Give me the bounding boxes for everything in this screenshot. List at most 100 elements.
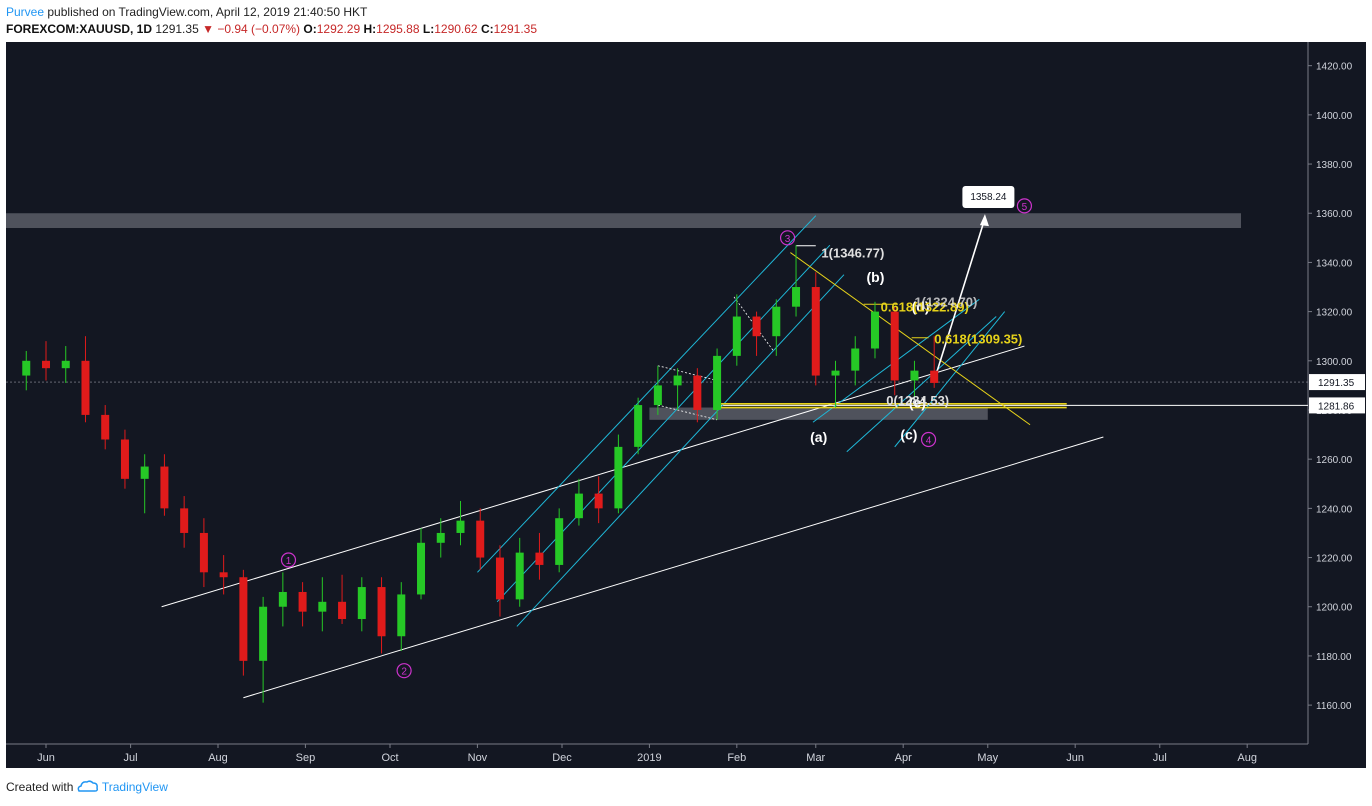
x-tick-label: Apr xyxy=(895,752,912,764)
y-tick-label: 1380.00 xyxy=(1316,160,1353,171)
footer: Created with TradingView xyxy=(6,780,168,795)
x-tick-label: Aug xyxy=(1237,752,1257,764)
fib-label-0618-b: 0.618(1322.89) xyxy=(881,300,969,315)
candle-body xyxy=(298,591,307,612)
time-axis[interactable] xyxy=(6,744,1366,768)
publish-info: published on TradingView.com, April 12, … xyxy=(47,5,368,19)
y-tick-label: 1200.00 xyxy=(1316,603,1353,614)
arrow-head-icon xyxy=(979,214,989,227)
support-zone xyxy=(649,407,988,420)
fib-label-1-d: 1(1324.70) xyxy=(914,295,977,310)
candle-body xyxy=(417,542,426,595)
close-value: 1291.35 xyxy=(493,22,538,36)
created-with-label: Created with xyxy=(6,780,74,794)
y-tick-label: 1220.00 xyxy=(1316,554,1353,565)
price-change: −0.94 (−0.07%) xyxy=(217,22,301,36)
cyan-channel-1 xyxy=(477,215,817,573)
candle-body xyxy=(732,316,741,356)
candle-body xyxy=(910,370,919,381)
candle-body xyxy=(22,360,31,376)
candle-body xyxy=(140,466,149,479)
tradingview-brand-link[interactable]: TradingView xyxy=(101,780,168,794)
wave-label-4: 4 xyxy=(926,435,932,446)
upper-channel-line xyxy=(161,345,1025,608)
high-label: H: xyxy=(363,22,377,36)
candle-body xyxy=(456,520,465,533)
candle-body xyxy=(101,414,110,440)
wave-circle-2 xyxy=(396,663,412,679)
open-value: 1292.29 xyxy=(316,22,361,36)
low-value: 1290.62 xyxy=(434,22,478,36)
candle-body xyxy=(851,348,860,371)
candle-body xyxy=(752,316,761,337)
wave-label-2: 2 xyxy=(401,667,407,678)
candle-body xyxy=(594,493,603,509)
candle-body xyxy=(574,493,583,519)
wave-letter-a: (a) xyxy=(810,429,827,445)
wave-letter-d: (d) xyxy=(912,299,930,315)
x-tick-label: Feb xyxy=(727,752,746,764)
symbol-line: FOREXCOM:XAUUSD, 1D 1291.35 ▼ −0.94 (−0.… xyxy=(6,21,537,38)
candle-body xyxy=(495,557,504,600)
y-tick-label: 1240.00 xyxy=(1316,504,1353,515)
y-tick-label: 1360.00 xyxy=(1316,209,1353,220)
x-tick-label: 2019 xyxy=(637,752,661,764)
candle-body xyxy=(377,587,386,637)
target-callout-text: 1358.24 xyxy=(970,192,1007,203)
wave-letter-c: (c) xyxy=(900,426,917,442)
y-tick-label: 1160.00 xyxy=(1316,701,1352,712)
y-tick-label: 1320.00 xyxy=(1316,308,1353,319)
price-label-text: 1291.35 xyxy=(1318,378,1355,389)
candle-body xyxy=(338,601,347,620)
candle-body xyxy=(199,532,208,573)
publish-line: Purvee published on TradingView.com, Apr… xyxy=(6,4,537,21)
y-tick-label: 1180.00 xyxy=(1316,652,1352,663)
price-label-text: 1281.86 xyxy=(1318,401,1355,412)
fib-label-0618-d: 0.618(1309.35) xyxy=(934,332,1022,347)
candle-body xyxy=(614,446,623,509)
candle-body xyxy=(870,311,879,349)
yellow-wedge-line xyxy=(790,252,1031,426)
wave-label-1: 1 xyxy=(286,556,292,567)
candle-body xyxy=(318,601,327,612)
candle-body xyxy=(81,360,90,415)
price-axis[interactable] xyxy=(1308,42,1366,744)
tradingview-cloud-icon xyxy=(77,780,99,795)
close-label: C: xyxy=(480,22,494,36)
wave-label-3: 3 xyxy=(785,234,791,245)
cyan-channel-6 xyxy=(894,311,1006,448)
candle-body xyxy=(693,375,702,410)
candle-body xyxy=(476,520,485,558)
candle-body xyxy=(239,577,248,661)
price-label-box xyxy=(1309,374,1365,391)
x-tick-label: Jul xyxy=(1153,752,1167,764)
author-link[interactable]: Purvee xyxy=(6,5,45,19)
x-tick-label: Aug xyxy=(208,752,228,764)
symbol-label: FOREXCOM:XAUUSD, 1D xyxy=(6,22,153,36)
last-price: 1291.35 xyxy=(155,22,199,36)
projection-arrow xyxy=(933,217,986,381)
candle-body xyxy=(515,552,524,600)
candle-body xyxy=(930,370,939,383)
candle-body xyxy=(634,405,643,447)
x-tick-label: Jun xyxy=(37,752,55,764)
wave-letter-b: (b) xyxy=(867,269,885,285)
wave-circle-4 xyxy=(920,431,937,448)
candle-body xyxy=(831,370,840,376)
price-label-box xyxy=(1309,397,1365,414)
x-tick-label: Sep xyxy=(296,752,316,764)
candle-body xyxy=(890,311,899,381)
candle-body xyxy=(653,385,662,406)
wave-circle-5 xyxy=(1016,198,1033,214)
x-tick-label: Oct xyxy=(381,752,398,764)
candle-body xyxy=(42,360,50,369)
candle-body xyxy=(673,375,682,386)
candle-body xyxy=(160,466,169,509)
candle-body xyxy=(792,287,801,307)
y-tick-label: 1260.00 xyxy=(1316,455,1353,466)
y-tick-label: 1340.00 xyxy=(1316,258,1353,269)
down-triangle-icon: ▼ xyxy=(202,22,214,36)
y-tick-label: 1420.00 xyxy=(1316,62,1353,73)
lower-channel-line xyxy=(243,436,1104,699)
